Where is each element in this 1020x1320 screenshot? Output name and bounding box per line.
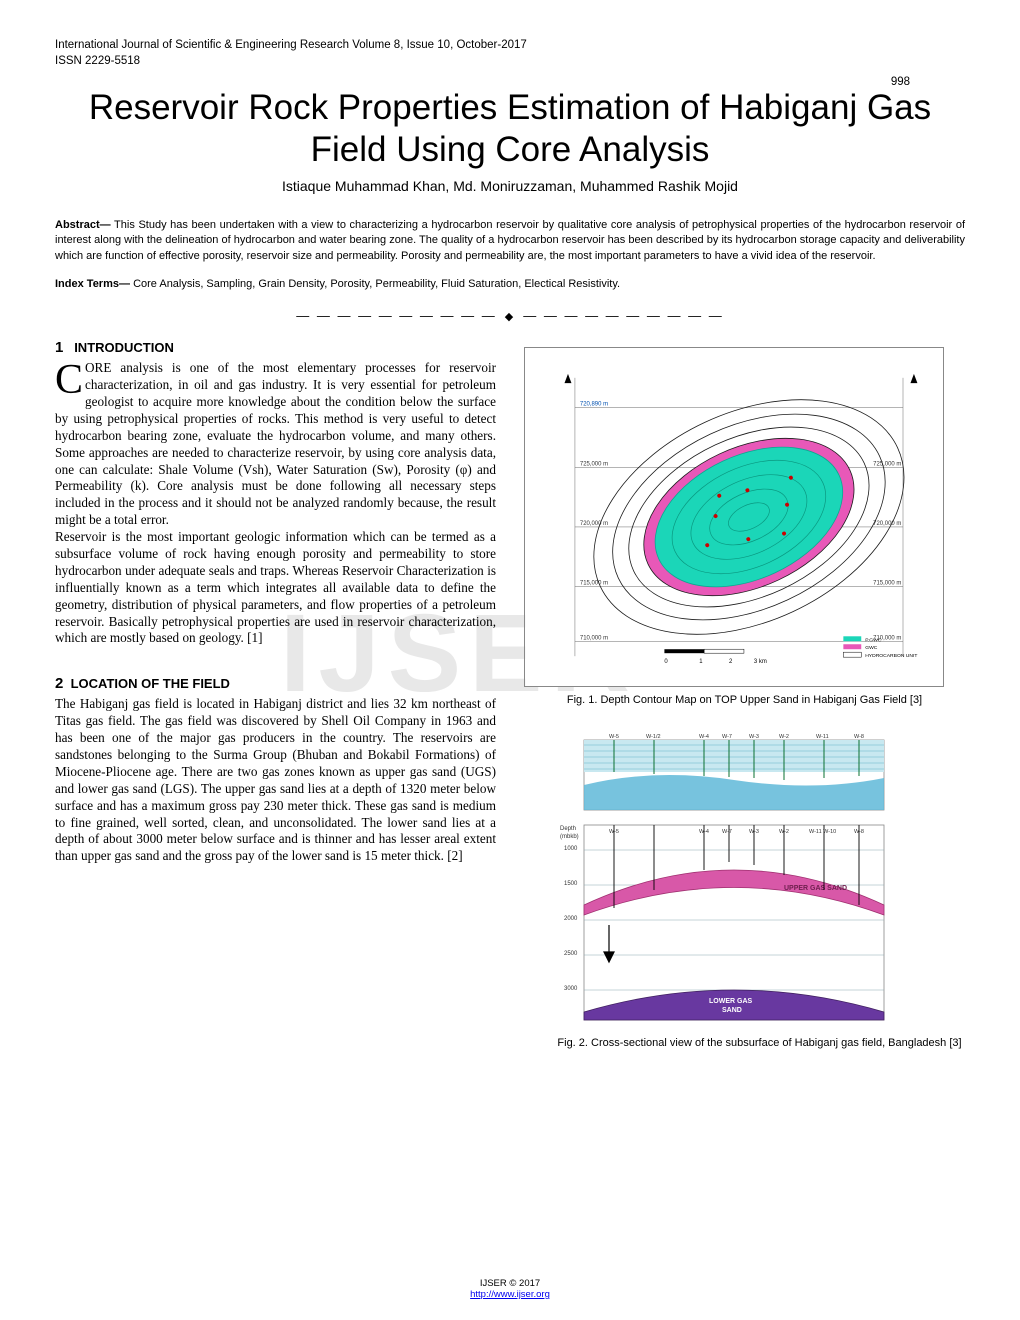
index-terms: Index Terms— Core Analysis, Sampling, Gr… xyxy=(55,278,965,290)
footer-copyright: IJSER © 2017 xyxy=(0,1278,1020,1289)
svg-text:LOWER GAS: LOWER GAS xyxy=(709,998,752,1005)
svg-text:W-2: W-2 xyxy=(779,829,789,835)
figure-2: W-5 W-1/2 W-4 W-7 W-3 W-2 W-11 W-8 Depth (mbk… xyxy=(524,730,965,1050)
header-issn: ISSN 2229-5518 xyxy=(55,54,965,70)
svg-text:W-5: W-5 xyxy=(609,734,619,740)
paper-title: Reservoir Rock Properties Estimation of … xyxy=(55,87,965,171)
svg-text:3 km: 3 km xyxy=(754,659,767,665)
svg-text:W-1/2: W-1/2 xyxy=(646,734,661,740)
svg-text:720,890 m: 720,890 m xyxy=(580,402,608,408)
dropcap: C xyxy=(55,360,85,399)
section-1-body: C ORE analysis is one of the most elemen… xyxy=(55,360,496,529)
section-2-num: 2 xyxy=(55,675,63,692)
section-1-title: INTRODUCTION xyxy=(74,340,174,355)
svg-text:720,000 m: 720,000 m xyxy=(873,521,901,527)
svg-text:3000: 3000 xyxy=(564,986,578,992)
fig1-caption: Fig. 1. Depth Contour Map on TOP Upper S… xyxy=(524,693,965,707)
svg-text:725,000 m: 725,000 m xyxy=(873,462,901,468)
fig2-svg: W-5 W-1/2 W-4 W-7 W-3 W-2 W-11 W-8 Depth (mbk… xyxy=(554,730,914,1030)
section-divider: — — — — — — — — — —◆— — — — — — — — — — xyxy=(55,308,965,323)
s1-p2: Reservoir is the most important geologic… xyxy=(55,529,496,647)
svg-text:W-8: W-8 xyxy=(854,829,864,835)
svg-text:715,000 m: 715,000 m xyxy=(873,581,901,587)
svg-text:W-3: W-3 xyxy=(749,829,759,835)
svg-text:W-11 W-10: W-11 W-10 xyxy=(809,829,836,835)
svg-text:W-3: W-3 xyxy=(749,734,759,740)
index-text: Core Analysis, Sampling, Grain Density, … xyxy=(133,278,620,290)
fig1-svg: 720,890 m 725,000 m 720,000 m 715,000 m … xyxy=(524,347,944,687)
index-label: Index Terms— xyxy=(55,278,130,290)
svg-text:715,000 m: 715,000 m xyxy=(580,581,608,587)
svg-text:1000: 1000 xyxy=(564,846,578,852)
abstract-text: This Study has been undertaken with a vi… xyxy=(55,219,965,262)
svg-text:W-7: W-7 xyxy=(722,734,732,740)
section-2-head: 2 LOCATION OF THE FIELD xyxy=(55,675,496,692)
footer-link[interactable]: http://www.ijser.org xyxy=(470,1289,550,1300)
svg-text:W-11: W-11 xyxy=(816,734,829,740)
page-number: 998 xyxy=(891,76,910,88)
svg-text:W-4: W-4 xyxy=(699,829,709,835)
svg-text:W-2: W-2 xyxy=(779,734,789,740)
svg-text:HYDROCARBON UNIT: HYDROCARBON UNIT xyxy=(865,653,917,659)
svg-text:SAND: SAND xyxy=(722,1007,742,1014)
abstract-label: Abstract— xyxy=(55,219,111,231)
svg-text:1500: 1500 xyxy=(564,881,578,887)
fig2-caption: Fig. 2. Cross-sectional view of the subs… xyxy=(554,1036,965,1050)
section-1-head: 1 INTRODUCTION xyxy=(55,339,496,356)
svg-text:UPPER GAS SAND: UPPER GAS SAND xyxy=(784,885,847,892)
svg-text:(mbkb): (mbkb) xyxy=(560,834,579,840)
figure-1: 720,890 m 725,000 m 720,000 m 715,000 m … xyxy=(524,347,965,707)
s1-p1: ORE analysis is one of the most elementa… xyxy=(55,360,496,527)
svg-text:W-8: W-8 xyxy=(854,734,864,740)
svg-text:725,000 m: 725,000 m xyxy=(580,462,608,468)
section-2-title: LOCATION OF THE FIELD xyxy=(71,676,230,691)
svg-text:W-4: W-4 xyxy=(699,734,709,740)
svg-text:W-5: W-5 xyxy=(609,829,619,835)
abstract: Abstract— This Study has been undertaken… xyxy=(55,218,965,264)
svg-text:2000: 2000 xyxy=(564,916,578,922)
s2-p1: The Habiganj gas field is located in Hab… xyxy=(55,696,496,865)
authors: Istiaque Muhammad Khan, Md. Moniruzzaman… xyxy=(55,178,965,194)
svg-text:P.GWC: P.GWC xyxy=(865,637,882,643)
svg-text:710,000 m: 710,000 m xyxy=(580,635,608,641)
svg-text:720,000 m: 720,000 m xyxy=(580,521,608,527)
section-1-num: 1 xyxy=(55,339,63,356)
svg-text:Depth: Depth xyxy=(560,826,576,832)
svg-text:GWC: GWC xyxy=(865,645,878,651)
header-journal: International Journal of Scientific & En… xyxy=(55,38,965,54)
svg-text:2500: 2500 xyxy=(564,951,578,957)
svg-text:W-7: W-7 xyxy=(722,829,732,835)
footer: IJSER © 2017 http://www.ijser.org xyxy=(0,1278,1020,1300)
